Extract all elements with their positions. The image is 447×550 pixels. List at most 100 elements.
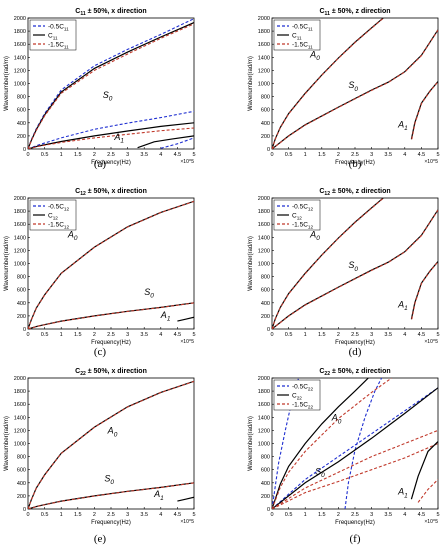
series-line	[272, 209, 438, 329]
y-tick-label: 400	[261, 301, 270, 307]
mode-label: S0	[104, 473, 114, 486]
x-tick-label: 2	[337, 152, 340, 158]
chart-title: C11 ± 50%, z direction	[319, 8, 390, 17]
y-tick-label: 2000	[14, 376, 26, 382]
series-line	[28, 302, 194, 329]
x-tick-label: 5	[192, 152, 195, 158]
y-tick-label: 600	[261, 288, 270, 294]
chart-c: C12 ± 50%, x direction 0 200 400 600 800 1000 1…	[4, 188, 196, 346]
x-tick-label: 3.5	[140, 152, 148, 158]
y-tick-label: 0	[267, 507, 270, 513]
x-tick-label: 0.5	[285, 152, 293, 158]
x-tick-label: 4.5	[174, 152, 182, 158]
legend-label: C12	[292, 213, 302, 221]
series-line	[28, 110, 194, 149]
mode-label: S0	[348, 80, 358, 93]
x-exponent: ×10^5	[180, 339, 194, 345]
series-line	[272, 442, 438, 509]
series-line	[272, 18, 384, 149]
x-tick-label: 3.5	[140, 512, 148, 518]
x-tick-label: 0.5	[285, 332, 293, 338]
mode-label: S0	[348, 260, 358, 273]
x-tick-label: 0	[270, 512, 273, 518]
mode-label: A0	[331, 413, 342, 426]
y-tick-label: 200	[17, 314, 26, 320]
x-tick-label: 3	[126, 512, 129, 518]
x-tick-label: 3.5	[384, 152, 392, 158]
x-axis-label: Frequency(Hz)	[335, 340, 375, 346]
y-tick-label: 1000	[14, 262, 26, 268]
chart-title: C12 ± 50%, x direction	[75, 188, 147, 197]
x-exponent: ×10^5	[180, 519, 194, 525]
y-tick-label: 1800	[14, 209, 26, 215]
series-line	[272, 429, 438, 509]
series-line	[177, 316, 194, 322]
series-line	[160, 137, 194, 149]
x-tick-label: 0	[26, 332, 29, 338]
caption-b: (b)	[348, 158, 362, 170]
y-tick-label: 800	[261, 455, 270, 461]
series-line	[28, 200, 194, 329]
x-tick-label: 1.5	[318, 332, 326, 338]
x-tick-label: 4.5	[174, 512, 182, 518]
series-line	[272, 378, 392, 509]
y-tick-label: 600	[17, 288, 26, 294]
x-tick-label: 3.5	[140, 332, 148, 338]
caption-f: (f)	[349, 533, 361, 545]
x-tick-label: 3.5	[384, 332, 392, 338]
y-tick-label: 1400	[14, 415, 26, 421]
y-tick-label: 600	[261, 108, 270, 114]
y-tick-label: 1600	[14, 222, 26, 228]
x-exponent: ×10^5	[424, 519, 438, 525]
y-tick-label: 1600	[258, 42, 270, 48]
y-tick-label: 1400	[258, 415, 270, 421]
series-line	[28, 18, 194, 149]
series-line	[272, 29, 438, 149]
x-tick-label: 0.5	[41, 512, 49, 518]
y-tick-label: 400	[261, 481, 270, 487]
y-tick-label: 800	[17, 275, 26, 281]
x-tick-label: 4	[403, 512, 406, 518]
y-tick-label: 400	[261, 121, 270, 127]
y-tick-label: 1200	[258, 248, 270, 254]
series-group	[272, 378, 438, 509]
legend-label: C11	[292, 33, 302, 41]
y-tick-label: 1800	[258, 209, 270, 215]
legend-label: -1.5C12	[292, 222, 313, 230]
y-tick-label: 200	[261, 494, 270, 500]
mode-label: S0	[144, 287, 154, 300]
mode-label: A1	[113, 132, 124, 145]
x-tick-label: 2.5	[107, 512, 115, 518]
x-axis-label: Frequency(Hz)	[91, 160, 131, 166]
y-tick-label: 1200	[258, 428, 270, 434]
y-tick-label: 200	[17, 134, 26, 140]
x-tick-label: 3	[370, 512, 373, 518]
x-tick-label: 1	[304, 512, 307, 518]
y-tick-label: 400	[17, 121, 26, 127]
x-axis-label: Frequency(Hz)	[335, 520, 375, 526]
chart-e: C22 ± 50%, x direction 0 200 400 600 800 1000 1…	[4, 368, 196, 526]
caption-d: (d)	[348, 346, 362, 358]
x-axis-label: Frequency(Hz)	[91, 340, 131, 346]
legend-label: -0.5C11	[292, 24, 313, 32]
legend-label: C11	[48, 33, 58, 41]
y-tick-label: 1400	[14, 55, 26, 61]
y-tick-label: 1000	[258, 82, 270, 88]
y-tick-label: 200	[261, 134, 270, 140]
x-tick-label: 5	[192, 332, 195, 338]
mode-label: A0	[309, 229, 320, 242]
y-tick-label: 1400	[258, 55, 270, 61]
y-axis-label: Wavenumber(rad/m)	[4, 236, 10, 291]
x-tick-label: 2.5	[351, 512, 359, 518]
mode-label: S0	[315, 466, 325, 479]
y-tick-label: 1200	[258, 68, 270, 74]
x-tick-label: 1.5	[318, 512, 326, 518]
x-tick-label: 2	[93, 152, 96, 158]
x-tick-label: 5	[436, 512, 439, 518]
mode-label: A0	[67, 229, 78, 242]
y-tick-label: 400	[17, 301, 26, 307]
legend-label: -1.5C22	[292, 402, 313, 410]
series-line	[411, 261, 438, 320]
x-tick-label: 4	[159, 512, 162, 518]
x-tick-label: 2	[337, 332, 340, 338]
